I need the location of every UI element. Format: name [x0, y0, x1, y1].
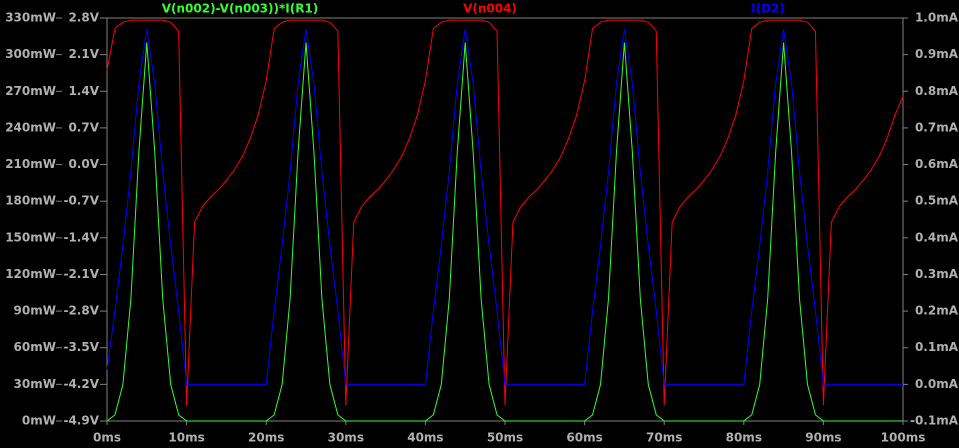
y2-tick-label: 0.8mA	[915, 84, 959, 98]
y-tick-label: 90mW	[14, 304, 56, 318]
y2-tick-label: 0.5mA	[915, 194, 959, 208]
y2-tick-label: 0.9mA	[915, 47, 959, 61]
x-tick-label: 90ms	[805, 431, 841, 445]
series-line	[106, 19, 904, 406]
y-tick-label: 120mW	[5, 267, 56, 281]
y2-tick-label: 0.1mA	[915, 340, 959, 354]
y3-tick-label: -0.7V	[63, 194, 99, 208]
y-tick-label: 0mW	[22, 414, 56, 428]
y-tick-label: 300mW	[5, 47, 56, 61]
y2-tick-label: 0.4mA	[915, 230, 959, 244]
y-tick-label: 330mW	[5, 11, 56, 25]
y2-tick-label: 0.0mA	[915, 377, 959, 391]
x-tick-label: 40ms	[407, 431, 443, 445]
y2-tick-label: 0.3mA	[915, 267, 959, 281]
y-tick-label: 240mW	[5, 120, 56, 134]
y2-tick-label: 0.2mA	[915, 304, 959, 318]
y3-tick-label: -4.2V	[63, 377, 99, 391]
y3-tick-label: 1.4V	[68, 84, 99, 98]
y2-tick-label: 1.0mA	[915, 11, 959, 25]
y-tick-label: 270mW	[5, 84, 56, 98]
y2-tick-label: -0.1mA	[910, 414, 959, 428]
legend-label: V(n004)	[463, 2, 517, 16]
y2-tick-label: 0.7mA	[915, 120, 959, 134]
y3-tick-label: 2.1V	[68, 47, 99, 61]
x-tick-label: 10ms	[168, 431, 204, 445]
y-tick-label: 210mW	[5, 157, 56, 171]
plot-frame	[106, 17, 904, 422]
y3-tick-label: 2.8V	[68, 11, 99, 25]
x-tick-label: 30ms	[328, 431, 364, 445]
x-tick-label: 70ms	[646, 431, 682, 445]
legend-label: V(n002)-V(n003))*I(R1)	[162, 2, 319, 16]
y3-tick-label: -2.8V	[63, 304, 99, 318]
x-tick-label: 20ms	[248, 431, 284, 445]
x-tick-label: 100ms	[881, 431, 926, 445]
x-tick-label: 60ms	[566, 431, 602, 445]
series-line	[106, 42, 903, 422]
y2-tick-label: 0.6mA	[915, 157, 959, 171]
series-line	[106, 28, 903, 385]
x-tick-label: 80ms	[726, 431, 762, 445]
y-tick-label: 30mW	[14, 377, 56, 391]
y3-tick-label: -3.5V	[63, 340, 99, 354]
y-tick-label: 180mW	[5, 194, 56, 208]
y-tick-label: 150mW	[5, 230, 56, 244]
x-tick-label: 50ms	[487, 431, 523, 445]
y3-tick-label: -4.9V	[63, 414, 99, 428]
x-tick-label: 0ms	[93, 431, 121, 445]
legend-label: I(D2)	[751, 2, 785, 16]
y3-tick-label: 0.7V	[68, 120, 99, 134]
y-tick-label: 60mW	[14, 340, 56, 354]
y3-tick-label: -2.1V	[63, 267, 99, 281]
y3-tick-label: 0.0V	[68, 157, 99, 171]
y3-tick-label: -1.4V	[63, 230, 99, 244]
